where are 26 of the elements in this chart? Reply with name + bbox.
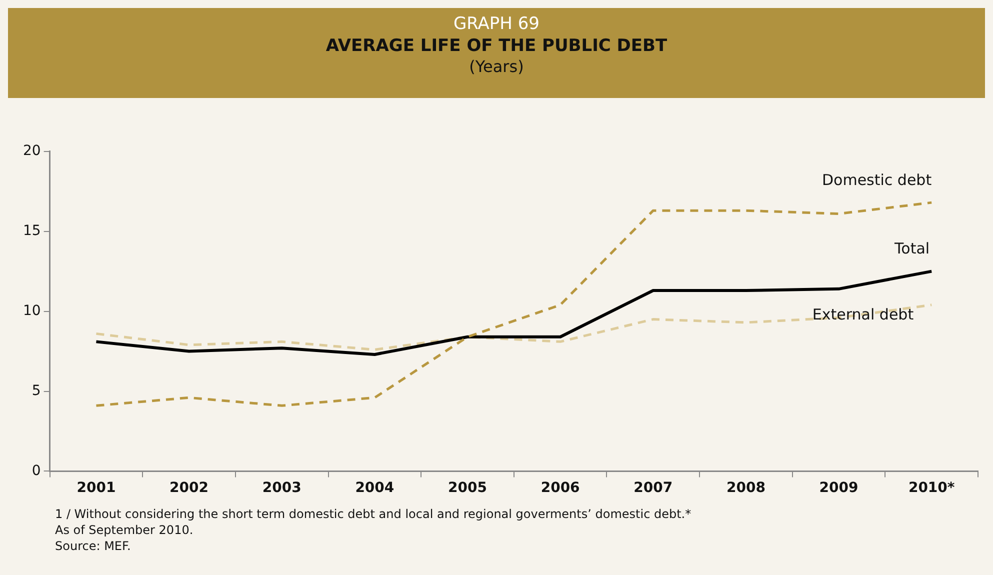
x-tick-label: 2010* bbox=[908, 480, 956, 496]
x-tick-label: 2003 bbox=[262, 480, 302, 496]
x-tick-label: 2007 bbox=[634, 480, 673, 496]
y-tick-label: 5 bbox=[32, 382, 41, 399]
line-series bbox=[94, 201, 933, 407]
line-series bbox=[94, 304, 933, 351]
x-tick-label: 2006 bbox=[540, 480, 580, 496]
series-label: Total bbox=[894, 240, 930, 258]
y-tick-label: 20 bbox=[22, 143, 41, 160]
x-tick-label: 2005 bbox=[448, 480, 487, 496]
text: (Years) bbox=[468, 57, 525, 77]
chart-subtitle: AVERAGE LIFE OF THE PUBLIC DEBT bbox=[324, 35, 668, 57]
chart-title: GRAPH 69 bbox=[452, 14, 540, 35]
text: As of September 2010. bbox=[55, 522, 194, 538]
y-tick-label: 15 bbox=[22, 222, 41, 239]
y-tick-label: 10 bbox=[22, 302, 41, 319]
x-tick-label: 2002 bbox=[170, 480, 209, 496]
y-tick-label: 0 bbox=[32, 462, 41, 479]
x-tick-label: 2009 bbox=[819, 480, 858, 496]
series-label: External debt bbox=[812, 305, 914, 324]
x-tick-label: 2001 bbox=[76, 480, 116, 496]
text: 1 / Without considering the short term domestic debt and local and regional goverments’ domestic debt.* bbox=[55, 506, 692, 522]
x-tick-label: 2008 bbox=[726, 480, 766, 496]
x-tick-label: 2004 bbox=[355, 480, 394, 496]
series-label: Domestic debt bbox=[822, 170, 932, 189]
source-note: Source: MEF. bbox=[55, 538, 132, 554]
